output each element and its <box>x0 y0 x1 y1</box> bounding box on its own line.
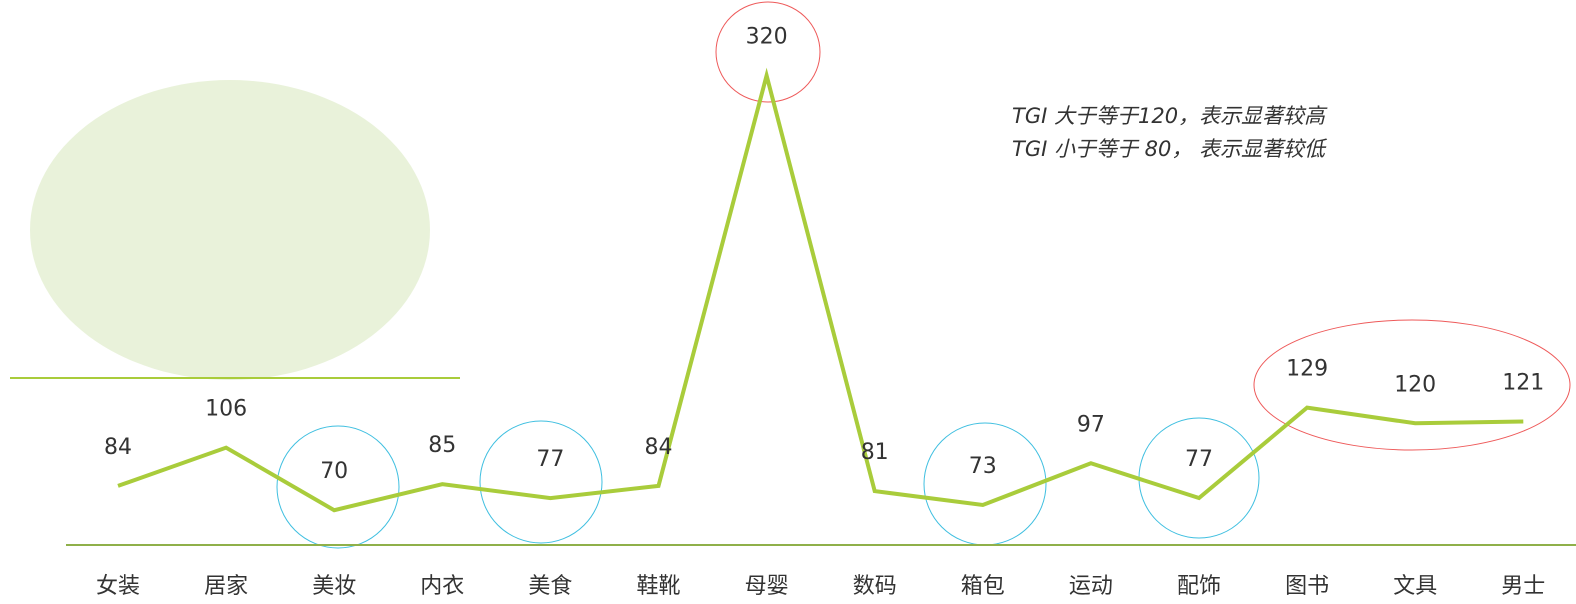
x-tick-label: 图书 <box>1285 574 1329 599</box>
data-label: 81 <box>861 440 889 465</box>
highlight-circles <box>276 1 1571 549</box>
data-label: 120 <box>1394 372 1436 397</box>
x-tick-label: 配饰 <box>1177 574 1221 599</box>
data-label: 129 <box>1286 357 1328 382</box>
data-label: 85 <box>428 433 456 458</box>
data-label: 77 <box>536 447 564 472</box>
x-tick-label: 居家 <box>204 574 248 599</box>
x-tick-label: 男士 <box>1501 574 1545 599</box>
data-label: 70 <box>320 459 348 484</box>
data-label: 121 <box>1502 371 1544 396</box>
x-tick-label: 美食 <box>528 574 572 599</box>
data-label: 106 <box>205 397 247 422</box>
data-label: 97 <box>1077 412 1105 437</box>
x-tick-label: 鞋靴 <box>636 574 680 599</box>
data-label: 73 <box>969 454 997 479</box>
x-tick-label: 美妆 <box>312 574 356 599</box>
data-label: 320 <box>746 25 788 50</box>
data-label: 77 <box>1185 447 1213 472</box>
x-tick-label: 箱包 <box>961 574 1005 599</box>
annotation: TGI 大于等于120，表示显著较高 <box>1012 104 1328 128</box>
x-tick-label: 文具 <box>1393 574 1437 599</box>
illustration-placeholder <box>10 80 460 380</box>
x-tick-label: 运动 <box>1069 574 1113 599</box>
annotation: TGI 小于等于 80， 表示显著较低 <box>1012 137 1328 161</box>
x-tick-label: 数码 <box>853 574 897 599</box>
data-label: 84 <box>645 435 673 460</box>
x-tick-label: 内衣 <box>420 574 464 599</box>
x-tick-label: 母婴 <box>745 574 789 599</box>
x-tick-label: 女装 <box>96 574 140 599</box>
line <box>117 67 1524 513</box>
data-label: 84 <box>104 435 132 460</box>
